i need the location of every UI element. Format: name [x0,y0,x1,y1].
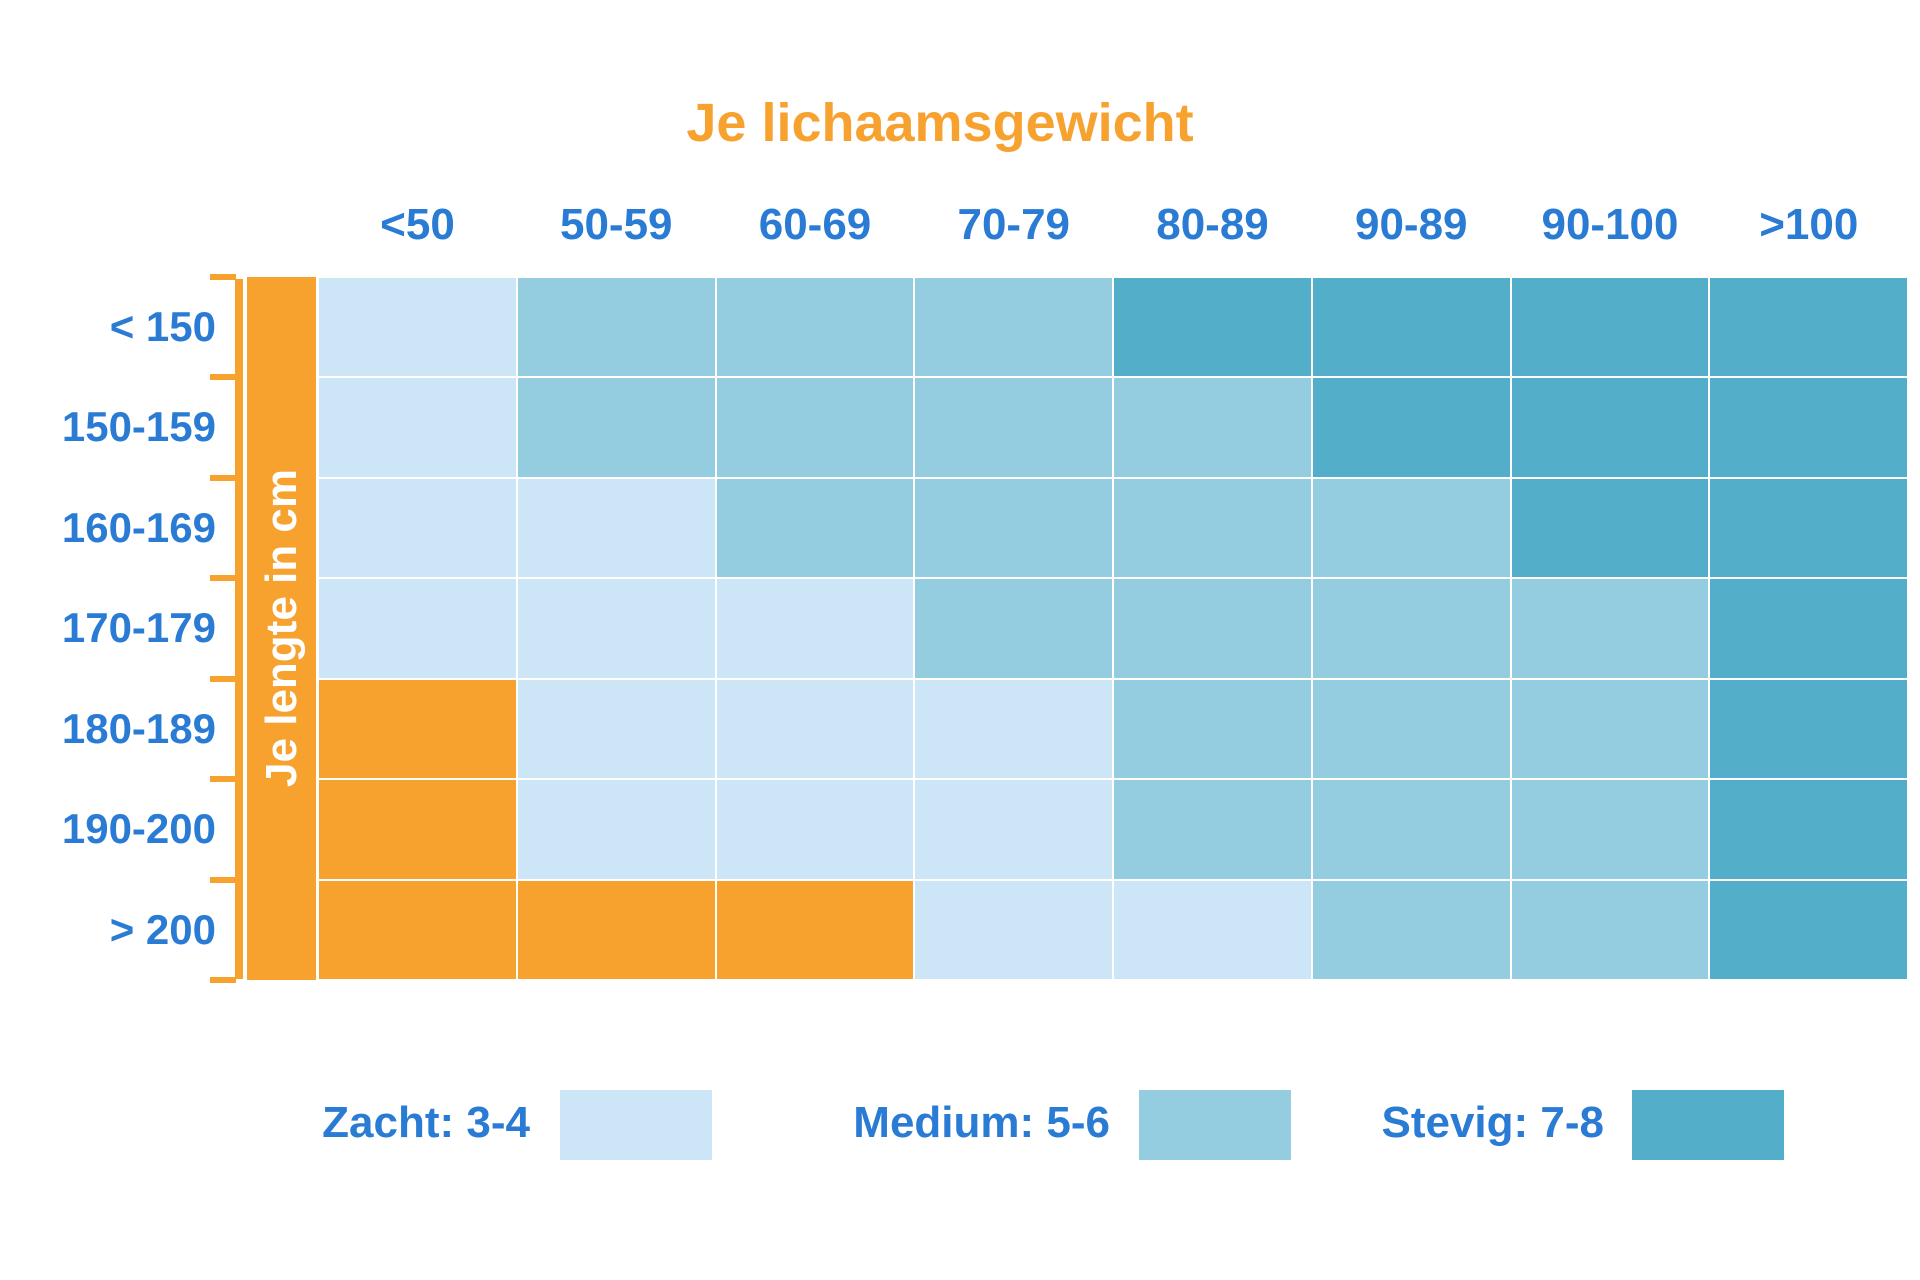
chart-title: Je lichaamsgewicht [686,93,1194,153]
heatmap-cell [516,678,716,780]
heatmap-cell [1510,678,1710,780]
heatmap-cell [715,277,915,378]
heatmap-cell [516,779,716,880]
y-axis-tick [210,675,236,682]
heatmap-cell [318,779,517,880]
heatmap-cell [715,779,915,880]
heatmap-cell [1709,277,1908,378]
y-axis-tick [210,977,236,983]
heatmap-cell [1311,678,1511,780]
x-tick-label: 50-59 [559,200,673,249]
heatmap-cell [516,879,716,980]
y-axis-tick [210,776,236,783]
heatmap-cell [715,578,915,679]
heatmap-cell [715,477,915,579]
heatmap-cell [516,477,716,579]
heatmap-cell [516,377,716,478]
heatmap-cell [1510,277,1710,378]
y-axis-label: Je lengte in cm [257,469,306,787]
heatmap-cell [715,879,915,980]
heatmap-cell [516,578,716,679]
heatmap-cell [715,678,915,780]
x-tick-label: 90-100 [1541,200,1679,249]
heatmap-cell [1113,277,1312,378]
x-tick-label: <50 [380,200,455,249]
heatmap-cell [1113,477,1312,579]
heatmap-cell [914,578,1113,679]
y-tick-label: < 150 [109,303,216,350]
heatmap-cell [1510,779,1710,880]
legend-label: Stevig: 7-8 [1381,1098,1604,1147]
heatmap-cell [1510,377,1710,478]
heatmap-cell [318,578,517,679]
legend-label: Medium: 5-6 [853,1098,1110,1147]
heatmap-cell [715,377,915,478]
heatmap-cell [318,879,517,980]
y-axis-tick [210,575,236,582]
y-tick-label: 190-200 [61,805,216,853]
heatmap-grid [318,277,1908,980]
heatmap-cell [914,277,1113,378]
y-axis-label-bar [247,277,316,980]
heatmap-cell [318,277,517,378]
heatmap-cell [1709,779,1908,880]
x-tick-label: 70-79 [957,200,1071,249]
heatmap-cell [1113,879,1312,980]
heatmap-cell [914,779,1113,880]
y-tick-label: 150-159 [61,403,216,451]
heatmap-cell [318,377,517,478]
heatmap-cell [1510,477,1710,579]
x-tick-label: 60-69 [758,200,872,249]
legend-label: Zacht: 3-4 [322,1098,530,1147]
heatmap-cell [1311,477,1511,579]
heatmap-cell [1709,678,1908,780]
heatmap-cell [1113,377,1312,478]
y-tick-label: 160-169 [61,503,216,551]
y-axis-bracket [235,279,243,979]
heatmap-cell [1113,578,1312,679]
heatmap-cell [1311,879,1511,980]
y-tick-label: 180-189 [61,704,216,752]
y-tick-label: 170-179 [61,604,216,652]
y-tick-label: > 200 [109,905,216,953]
heatmap-cell [318,477,517,579]
y-axis-tick [210,876,236,883]
heatmap-cell [914,377,1113,478]
heatmap-cell [1709,879,1908,980]
heatmap-cell [1709,377,1908,478]
y-axis-tick [210,474,236,481]
heatmap-cell [1311,277,1511,378]
x-tick-label: 80-89 [1156,200,1269,249]
heatmap-cell [914,678,1113,780]
y-axis-tick [210,374,236,381]
heatmap-cell [1113,678,1312,780]
legend-swatch [560,1090,712,1160]
heatmap-cell [1709,578,1908,679]
heatmap-cell [1311,779,1511,880]
x-tick-label: >100 [1759,200,1859,249]
y-axis-tick [210,274,236,280]
legend-swatch [1139,1090,1291,1160]
heatmap-cell [1113,779,1312,880]
heatmap-cell [1510,879,1710,980]
heatmap-cell [914,477,1113,579]
heatmap-cell [1510,578,1710,679]
heatmap-cell [1709,477,1908,579]
heatmap-cell [516,277,716,378]
heatmap-cell [1311,377,1511,478]
heatmap-cell [318,678,517,780]
heatmap-cell [1311,578,1511,679]
x-tick-label: 90-89 [1354,200,1468,249]
legend-swatch [1632,1090,1784,1160]
heatmap-cell [914,879,1113,980]
